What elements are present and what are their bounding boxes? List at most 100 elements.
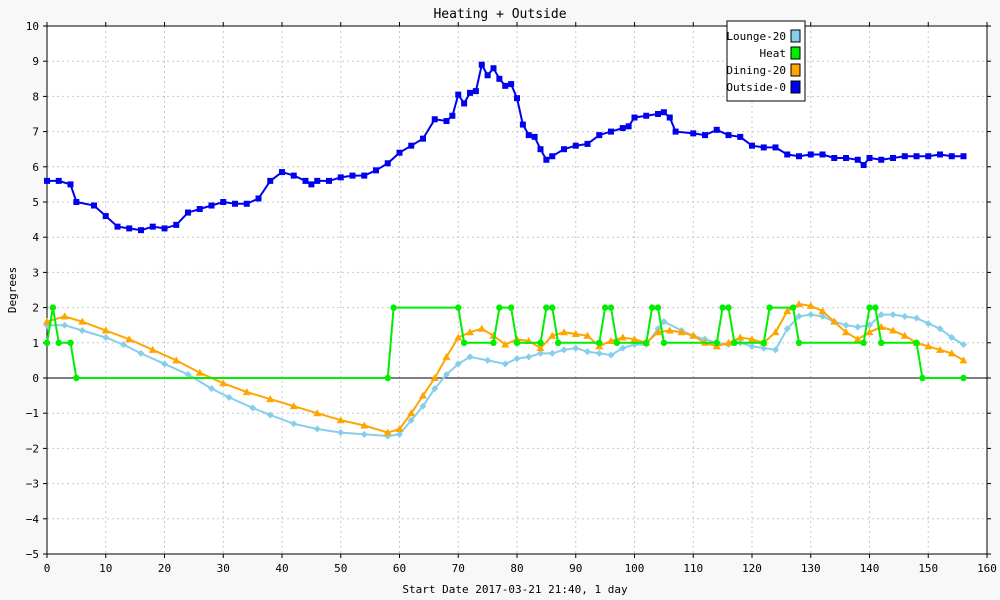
data-point	[219, 379, 228, 387]
x-tick-label: 150	[918, 562, 938, 575]
data-point	[960, 374, 967, 382]
data-point	[960, 341, 967, 349]
data-point	[308, 181, 315, 188]
data-point	[279, 169, 285, 176]
data-point	[454, 360, 462, 368]
legend-label: Outside-0	[726, 81, 786, 94]
data-point	[242, 388, 251, 396]
y-tick-label: 2	[32, 302, 39, 315]
data-point	[900, 331, 909, 339]
data-point	[67, 339, 74, 346]
data-point	[466, 353, 474, 361]
data-point	[361, 172, 368, 179]
data-point	[889, 311, 897, 319]
data-point	[690, 130, 697, 137]
data-point	[349, 172, 356, 179]
data-point	[442, 352, 451, 360]
data-point	[336, 416, 345, 424]
data-point	[407, 416, 415, 424]
data-point	[266, 411, 274, 419]
x-tick-label: 110	[683, 562, 703, 575]
data-point	[419, 391, 427, 399]
data-point	[548, 331, 557, 339]
data-point	[78, 326, 86, 334]
data-point	[619, 125, 626, 132]
data-point	[713, 126, 720, 133]
data-point	[654, 328, 662, 336]
data-point	[660, 318, 668, 326]
data-point	[724, 338, 733, 346]
data-point	[595, 349, 603, 357]
data-point	[960, 153, 967, 160]
data-point	[936, 325, 944, 333]
data-point	[795, 312, 803, 320]
data-point	[513, 355, 521, 363]
data-point	[795, 339, 803, 346]
data-point	[842, 328, 850, 336]
data-point	[490, 339, 497, 346]
data-point	[455, 304, 462, 311]
data-point	[184, 370, 192, 378]
data-point	[796, 153, 802, 160]
data-point	[613, 339, 621, 346]
data-point	[549, 153, 556, 160]
data-point	[302, 177, 309, 184]
data-point	[55, 177, 62, 184]
data-point	[419, 402, 427, 410]
data-point	[195, 368, 204, 376]
series-lounge-20	[43, 311, 967, 440]
data-point	[525, 353, 533, 361]
data-point	[73, 374, 80, 382]
data-point	[948, 334, 956, 342]
data-point	[584, 348, 591, 356]
data-point	[455, 91, 462, 98]
data-point	[478, 61, 485, 68]
data-point	[596, 132, 603, 139]
data-point	[860, 162, 867, 169]
data-point	[460, 339, 468, 346]
data-point	[760, 339, 767, 346]
data-point	[554, 339, 562, 346]
data-point	[725, 132, 732, 139]
data-point	[913, 339, 920, 346]
data-point	[853, 335, 862, 343]
data-point	[290, 172, 297, 179]
data-point	[865, 328, 874, 336]
data-point	[384, 374, 391, 382]
data-point	[830, 317, 839, 325]
data-point	[173, 221, 180, 228]
data-point	[913, 153, 920, 160]
data-point	[878, 339, 885, 346]
data-point	[760, 144, 767, 151]
data-point	[467, 89, 473, 96]
data-point	[525, 132, 532, 139]
data-point	[449, 112, 456, 119]
data-point	[67, 181, 74, 188]
data-point	[496, 304, 503, 311]
data-point	[102, 334, 110, 342]
data-point	[507, 304, 515, 311]
data-point	[490, 65, 497, 72]
data-point	[313, 409, 322, 417]
data-point	[313, 425, 321, 433]
data-point	[337, 174, 344, 181]
data-point	[126, 225, 133, 232]
data-point	[619, 344, 627, 352]
data-point	[648, 304, 656, 311]
y-tick-label: 10	[26, 20, 39, 33]
data-point	[249, 404, 257, 412]
data-point	[625, 123, 632, 130]
data-point	[138, 227, 144, 234]
data-point	[890, 155, 896, 161]
legend-swatch	[790, 80, 801, 94]
data-point	[936, 345, 944, 353]
data-point	[660, 109, 667, 116]
data-point	[232, 200, 238, 207]
data-point	[454, 333, 463, 341]
data-point	[925, 153, 932, 160]
legend-label: Lounge-20	[726, 30, 786, 43]
data-point	[390, 304, 397, 311]
series-layer	[43, 61, 968, 440]
data-point	[484, 356, 492, 364]
